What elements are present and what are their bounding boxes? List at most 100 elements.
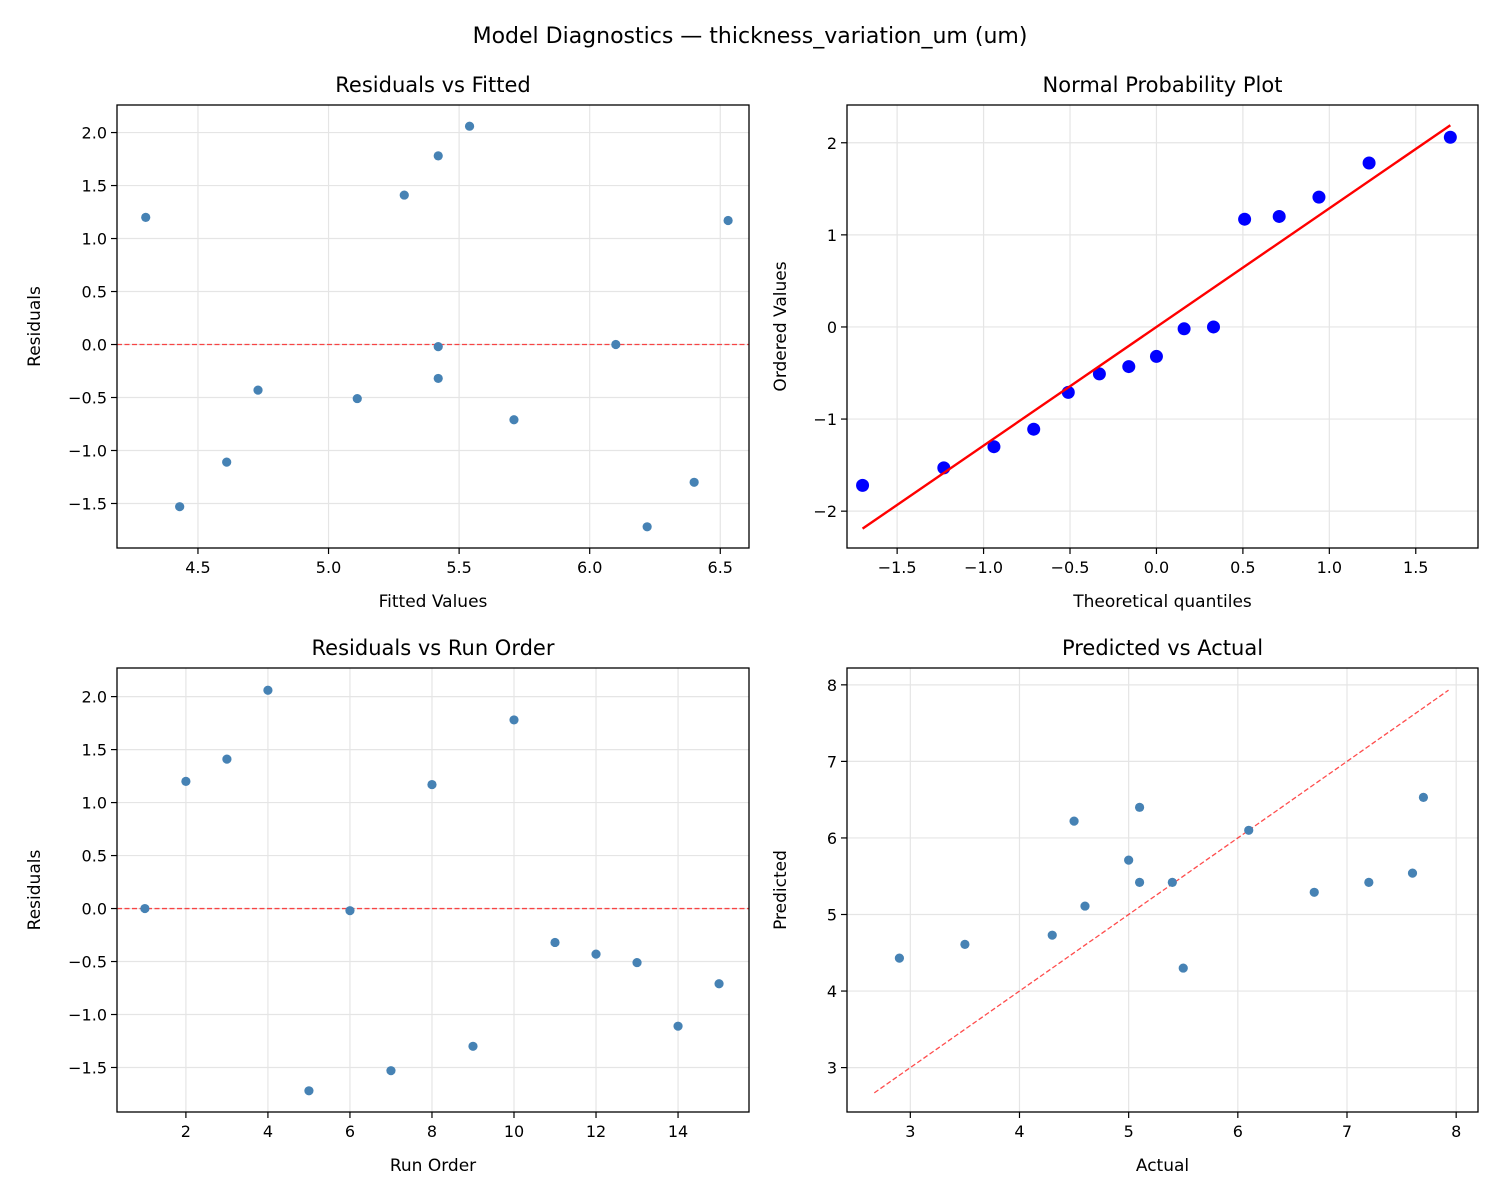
y-tick-label: 1.5	[82, 177, 107, 196]
qq-point	[1312, 190, 1326, 204]
y-tick-label: 2.0	[82, 688, 107, 707]
y-tick-label: 0.0	[82, 336, 107, 355]
y-tick-label: 1	[827, 226, 837, 245]
data-point	[642, 522, 652, 532]
data-point	[468, 1041, 478, 1051]
x-tick-label: 6	[345, 1122, 355, 1141]
y-tick-label: −1	[813, 410, 837, 429]
data-point	[1069, 816, 1079, 826]
identity-reference-line	[873, 689, 1449, 1094]
x-tick-label: 14	[668, 1122, 688, 1141]
axes-frame	[846, 667, 1479, 1113]
x-tick-label: 8	[1451, 1122, 1461, 1141]
data-point	[1080, 901, 1090, 911]
qq-point	[856, 478, 870, 492]
data-point	[433, 342, 443, 352]
x-axis-label: Run Order	[390, 1156, 476, 1176]
data-point	[1309, 887, 1319, 897]
data-point	[345, 906, 355, 916]
data-point	[1167, 877, 1177, 887]
data-point	[253, 385, 263, 395]
data-point	[960, 939, 970, 949]
x-tick-label: 4	[263, 1122, 273, 1141]
subplot-title: Residuals vs Run Order	[312, 636, 555, 660]
y-tick-label: 1.0	[82, 794, 107, 813]
data-point	[181, 776, 191, 786]
qq-point	[1122, 360, 1136, 374]
data-point	[1178, 963, 1188, 973]
y-axis-label: Ordered Values	[771, 261, 791, 391]
data-point	[1134, 802, 1145, 812]
y-axis-label: Predicted	[771, 850, 791, 930]
x-tick-label: 7	[1342, 1122, 1352, 1141]
x-tick-label: −0.5	[1051, 558, 1090, 577]
data-point	[222, 754, 232, 764]
data-point	[386, 1066, 396, 1076]
qq-point	[987, 440, 1001, 454]
subplot-title: Normal Probability Plot	[1043, 73, 1283, 97]
x-tick-label: 2	[181, 1122, 191, 1141]
data-point	[550, 937, 560, 948]
x-tick-label: 4.5	[185, 558, 210, 577]
y-tick-label: −1.0	[68, 1006, 107, 1025]
data-point	[433, 373, 443, 384]
data-point	[1124, 855, 1134, 865]
subplot-3: 2 4 6 8 10 12 14 −1.5 −1.0 −0.5 0.0 0.5 1.0 1.5 2.0 Res…	[25, 636, 750, 1176]
x-tick-label: −1.5	[878, 558, 917, 577]
x-tick-label: 6.0	[577, 558, 602, 577]
data-point	[723, 215, 733, 226]
x-tick-label: 1.5	[1403, 558, 1428, 577]
subplot-1: 4.5 5.0 5.5 6.0 6.5 −1.5 −1.0 −0.5 0.0 0.5 1.0 1.5 2…	[25, 73, 750, 612]
x-tick-label: 1.0	[1317, 558, 1342, 577]
data-point	[673, 1021, 683, 1031]
data-point	[1244, 825, 1254, 835]
y-tick-label: 6	[827, 829, 837, 848]
y-tick-label: 0.5	[82, 283, 107, 302]
data-point	[263, 685, 273, 695]
qq-point	[1149, 349, 1163, 363]
y-tick-label: 5	[827, 905, 837, 924]
x-tick-label: −1.0	[964, 558, 1003, 577]
data-point	[509, 415, 519, 425]
x-axis-label: Theoretical quantiles	[1072, 592, 1252, 612]
figure-title: Model Diagnostics — thickness_variation_…	[473, 24, 1028, 49]
y-tick-label: −2	[813, 502, 837, 521]
x-tick-label: 0.0	[1144, 558, 1169, 577]
x-tick-label: 6	[1233, 1122, 1243, 1141]
y-tick-label: 7	[827, 752, 837, 771]
qq-point	[1027, 422, 1041, 436]
subplot-4: 3 4 5 6 7 8 3 4 5 6 7 8 Predicted vs Actual Actual Pre…	[771, 636, 1479, 1176]
x-tick-label: 4	[1014, 1122, 1024, 1141]
data-point	[399, 190, 409, 200]
y-tick-label: 3	[827, 1059, 837, 1078]
fit-line	[861, 124, 1452, 530]
y-tick-label: −1.0	[68, 441, 107, 460]
data-point	[433, 151, 443, 161]
qq-point	[1362, 156, 1376, 170]
x-tick-label: 12	[586, 1122, 606, 1141]
y-axis-label: Residuals	[25, 286, 45, 367]
qq-point	[1092, 367, 1106, 381]
data-point	[591, 949, 601, 959]
y-tick-label: −0.5	[68, 953, 107, 972]
data-point	[175, 502, 185, 512]
x-tick-label: 0.5	[1230, 558, 1255, 577]
data-point	[464, 121, 475, 131]
data-point	[352, 393, 362, 404]
x-tick-label: 3	[905, 1122, 915, 1141]
qq-point	[1238, 212, 1252, 226]
axes-frame	[846, 104, 1479, 549]
data-point	[1418, 792, 1429, 802]
data-point	[1047, 930, 1057, 940]
qq-point	[1177, 322, 1191, 336]
x-tick-label: 8	[427, 1122, 437, 1141]
y-axis-label: Residuals	[25, 850, 45, 931]
data-point	[140, 903, 150, 914]
y-tick-label: 8	[827, 676, 837, 695]
x-tick-label: 10	[504, 1122, 524, 1141]
data-point	[611, 339, 621, 350]
data-point	[509, 715, 519, 725]
data-point	[714, 979, 724, 989]
y-tick-label: 0	[827, 318, 837, 337]
